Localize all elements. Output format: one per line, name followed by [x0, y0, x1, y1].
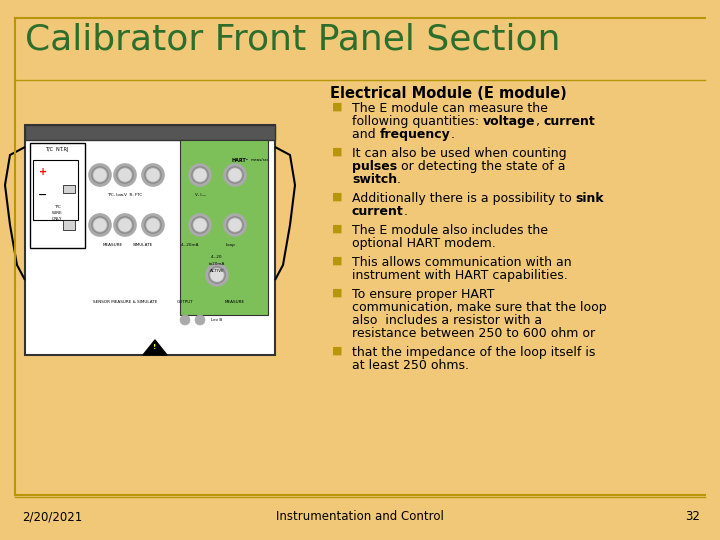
Text: The E module also includes the: The E module also includes the	[352, 224, 548, 237]
Text: This allows communication with an: This allows communication with an	[352, 256, 572, 269]
Text: 2/20/2021: 2/20/2021	[22, 510, 82, 523]
Text: 32: 32	[685, 510, 700, 523]
Circle shape	[147, 219, 159, 231]
Text: T/C: T/C	[53, 205, 60, 209]
Text: or detecting the state of a: or detecting the state of a	[397, 160, 566, 173]
Circle shape	[189, 214, 211, 236]
Circle shape	[94, 219, 106, 231]
Text: meas/src: meas/src	[251, 158, 269, 162]
Bar	[63, 220, 75, 230]
Text: Instrumentation and Control: Instrumentation and Control	[276, 510, 444, 523]
Circle shape	[119, 169, 131, 181]
Text: 4...20: 4...20	[211, 255, 222, 259]
Text: +: +	[39, 167, 47, 177]
Text: ■: ■	[332, 256, 343, 266]
Circle shape	[114, 214, 136, 236]
Circle shape	[180, 315, 190, 325]
Circle shape	[229, 169, 241, 181]
Text: ■: ■	[332, 346, 343, 356]
Text: instrument with HART capabilities.: instrument with HART capabilities.	[352, 269, 568, 282]
Text: .: .	[451, 128, 454, 141]
Circle shape	[89, 164, 111, 186]
Text: frequency: frequency	[379, 128, 451, 141]
Bar	[33, 160, 78, 220]
Text: HART⁰: HART⁰	[232, 158, 248, 163]
Text: current: current	[352, 205, 404, 218]
Bar	[63, 185, 75, 193]
Bar	[30, 143, 85, 248]
Circle shape	[229, 219, 241, 231]
Text: V, Iₘₐ: V, Iₘₐ	[194, 193, 205, 197]
Circle shape	[195, 315, 205, 325]
Text: also  includes a resistor with a: also includes a resistor with a	[352, 314, 542, 327]
Text: −: −	[38, 190, 48, 200]
Circle shape	[114, 164, 136, 186]
Text: Calibrator Front Panel Section: Calibrator Front Panel Section	[25, 22, 560, 56]
Circle shape	[142, 164, 164, 186]
Text: optional HART modem.: optional HART modem.	[352, 237, 496, 250]
Text: ■: ■	[332, 224, 343, 234]
Bar	[25, 125, 275, 140]
Text: SIMULATE: SIMULATE	[133, 243, 153, 247]
Text: communication, make sure that the loop: communication, make sure that the loop	[352, 301, 607, 314]
Text: sink: sink	[576, 192, 604, 205]
Text: !: !	[153, 344, 157, 350]
Text: that the impedance of the loop itself is: that the impedance of the loop itself is	[352, 346, 595, 359]
Text: resistance between 250 to 600 ohm or: resistance between 250 to 600 ohm or	[352, 327, 595, 340]
Text: current: current	[544, 115, 595, 128]
Text: switch: switch	[352, 173, 397, 186]
Text: T/C  NT.RJ: T/C NT.RJ	[45, 147, 68, 152]
Circle shape	[224, 214, 246, 236]
Text: and: and	[352, 128, 379, 141]
Bar	[25, 125, 275, 355]
Circle shape	[89, 214, 111, 236]
Text: voltage: voltage	[483, 115, 536, 128]
Circle shape	[194, 219, 206, 231]
Text: .: .	[397, 173, 401, 186]
Text: 4...20mA: 4...20mA	[181, 243, 199, 247]
Text: .: .	[404, 205, 408, 218]
Text: ONLY: ONLY	[52, 217, 62, 221]
Text: Loop: Loop	[225, 243, 235, 247]
Text: ■: ■	[332, 147, 343, 157]
Circle shape	[206, 264, 228, 286]
Text: ■: ■	[332, 102, 343, 112]
Circle shape	[189, 164, 211, 186]
Polygon shape	[143, 340, 167, 355]
Circle shape	[224, 164, 246, 186]
Text: at least 250 ohms.: at least 250 ohms.	[352, 359, 469, 372]
Text: ■: ■	[332, 192, 343, 202]
Text: It can also be used when counting: It can also be used when counting	[352, 147, 567, 160]
Text: SENSOR MEASURE & SIMULATE: SENSOR MEASURE & SIMULATE	[93, 300, 157, 304]
Text: Additionally there is a possibility to: Additionally there is a possibility to	[352, 192, 576, 205]
Text: To ensure proper HART: To ensure proper HART	[352, 288, 495, 301]
Text: The E module can measure the: The E module can measure the	[352, 102, 548, 115]
Text: ,: ,	[536, 115, 544, 128]
Text: T/C, low.V  R, FTC: T/C, low.V R, FTC	[107, 193, 143, 197]
Circle shape	[142, 214, 164, 236]
Circle shape	[194, 169, 206, 181]
Circle shape	[211, 269, 223, 281]
Text: to20mA: to20mA	[209, 262, 225, 266]
Circle shape	[147, 169, 159, 181]
Text: following quantities:: following quantities:	[352, 115, 483, 128]
Text: ■: ■	[332, 288, 343, 298]
Text: Electrical Module (E module): Electrical Module (E module)	[330, 86, 567, 101]
Text: MEASURE: MEASURE	[103, 243, 123, 247]
Text: Lev B: Lev B	[212, 318, 222, 322]
Bar	[180, 140, 268, 315]
Text: MEASURE: MEASURE	[225, 300, 245, 304]
Text: OUTPUT: OUTPUT	[176, 300, 194, 304]
Circle shape	[94, 169, 106, 181]
Circle shape	[119, 219, 131, 231]
Text: ACTIVE: ACTIVE	[210, 269, 225, 273]
Text: WIRE: WIRE	[52, 211, 63, 215]
Text: pulses: pulses	[352, 160, 397, 173]
